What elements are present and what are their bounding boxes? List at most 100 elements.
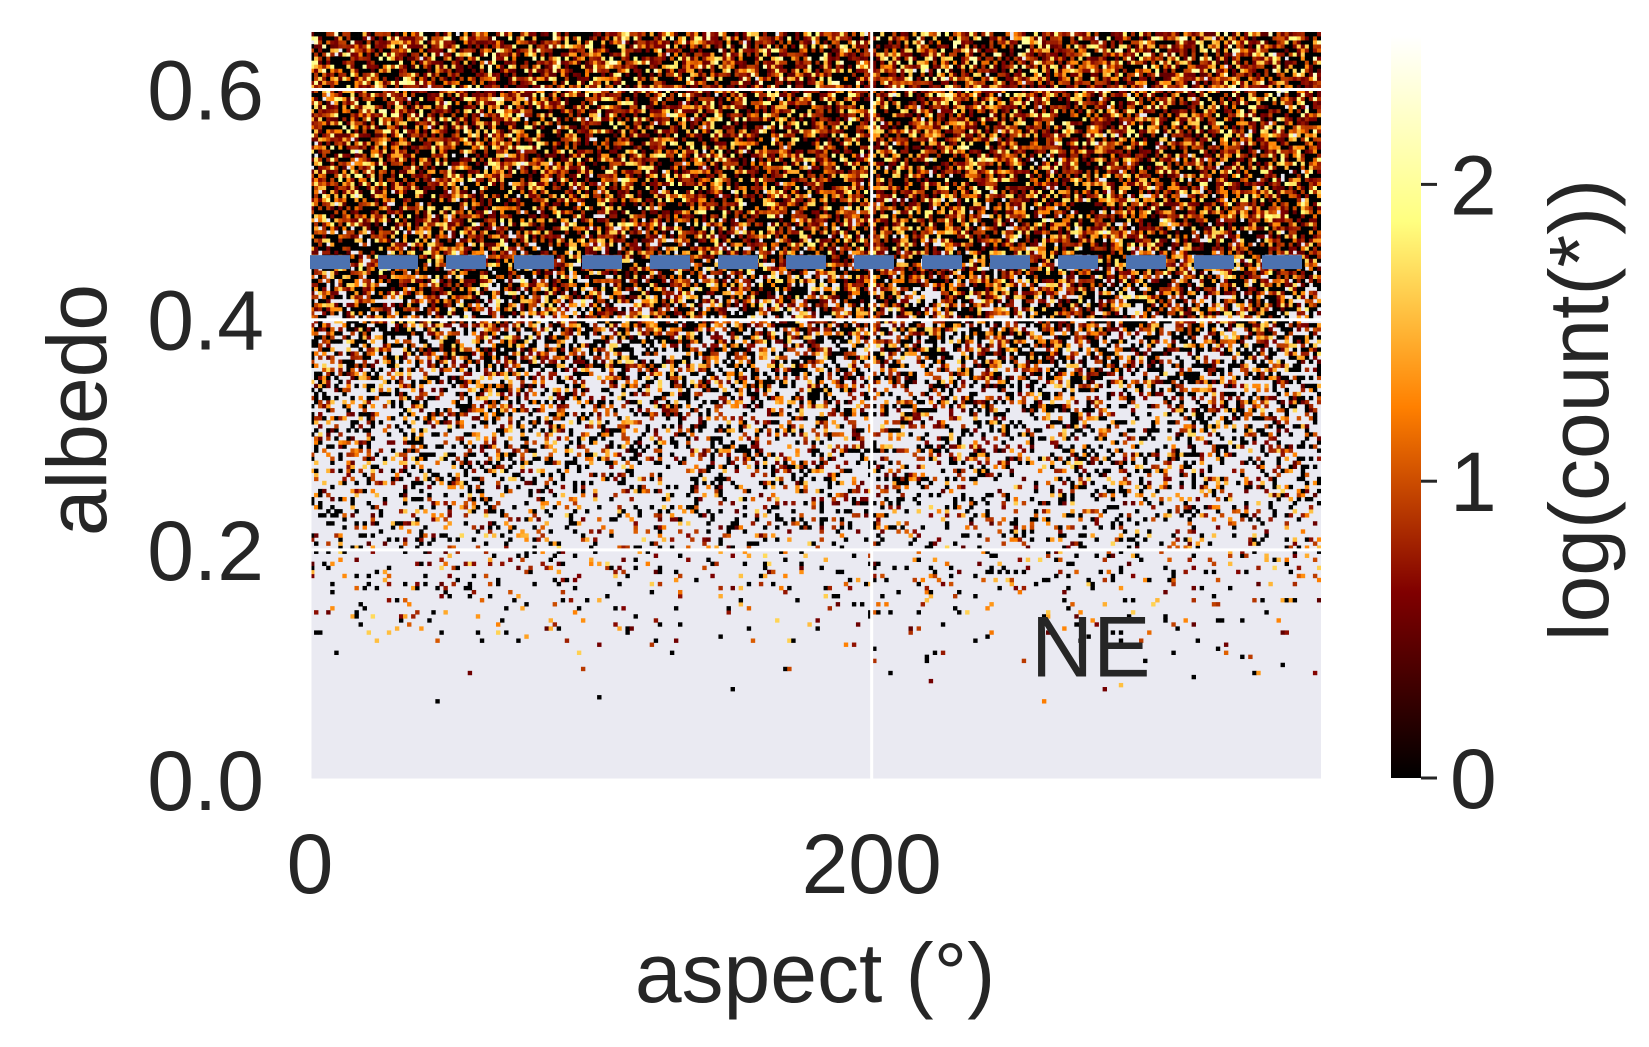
heatmap-cell bbox=[1191, 553, 1196, 558]
heatmap-cell bbox=[500, 509, 505, 514]
heatmap-cell bbox=[447, 375, 452, 381]
heatmap-cell bbox=[884, 577, 889, 583]
heatmap-cell bbox=[722, 533, 727, 538]
heatmap-cell bbox=[1191, 622, 1196, 627]
heatmap-cell bbox=[508, 391, 513, 397]
heatmap-cell bbox=[1098, 416, 1103, 421]
heatmap-cell bbox=[1223, 399, 1229, 405]
heatmap-cell bbox=[1191, 565, 1196, 571]
heatmap-cell bbox=[407, 371, 412, 377]
heatmap-cell bbox=[500, 432, 505, 437]
heatmap-cell bbox=[455, 391, 460, 397]
heatmap-cell bbox=[815, 375, 820, 381]
heatmap-cell bbox=[843, 581, 849, 587]
heatmap-cell bbox=[936, 436, 942, 441]
heatmap-cell bbox=[1001, 541, 1006, 546]
heatmap-cell bbox=[969, 464, 974, 470]
heatmap-cell bbox=[459, 505, 465, 510]
heatmap-cell bbox=[629, 517, 634, 522]
heatmap-cell bbox=[928, 456, 934, 461]
heatmap-cell bbox=[920, 408, 926, 413]
heatmap-cell bbox=[981, 371, 986, 377]
heatmap-cell bbox=[318, 383, 323, 389]
heatmap-cell bbox=[706, 557, 711, 563]
heatmap-cell bbox=[536, 517, 541, 522]
heatmap-cell bbox=[1240, 513, 1245, 518]
heatmap-cell bbox=[584, 367, 590, 372]
heatmap-cell bbox=[398, 545, 404, 550]
heatmap-cell bbox=[726, 428, 731, 433]
heatmap-cell bbox=[718, 525, 723, 530]
heatmap-cell bbox=[686, 391, 691, 397]
heatmap-cell bbox=[1094, 371, 1099, 377]
heatmap-cell bbox=[1264, 403, 1269, 409]
heatmap-cell bbox=[1086, 472, 1091, 478]
heatmap-cell bbox=[880, 428, 885, 433]
heatmap-cell bbox=[625, 363, 630, 368]
heatmap-cell bbox=[589, 420, 594, 425]
heatmap-cell bbox=[855, 448, 861, 453]
heatmap-cell bbox=[1232, 505, 1237, 510]
heatmap-cell bbox=[459, 367, 465, 372]
heatmap-cell bbox=[908, 371, 913, 377]
heatmap-cell bbox=[528, 565, 533, 571]
heatmap-cell bbox=[1211, 408, 1217, 413]
heatmap-cell bbox=[366, 452, 372, 457]
heatmap-cell bbox=[1191, 598, 1196, 603]
heatmap-cell bbox=[940, 468, 946, 474]
heatmap-cell bbox=[888, 375, 893, 381]
heatmap-cell bbox=[451, 444, 456, 449]
heatmap-cell bbox=[633, 488, 638, 494]
heatmap-cell bbox=[819, 367, 824, 372]
heatmap-cell bbox=[775, 468, 780, 474]
heatmap-cell bbox=[524, 395, 529, 401]
heatmap-cell bbox=[864, 395, 869, 401]
heatmap-cell bbox=[835, 379, 841, 385]
heatmap-cell bbox=[1021, 585, 1027, 591]
heatmap-cell bbox=[944, 440, 950, 445]
heatmap-cell bbox=[880, 529, 885, 534]
heatmap-cell bbox=[819, 464, 824, 470]
heatmap-cell bbox=[463, 408, 469, 413]
heatmap-cell bbox=[1167, 452, 1172, 457]
heatmap-cell bbox=[799, 408, 804, 413]
heatmap-cell bbox=[536, 399, 541, 405]
heatmap-cell bbox=[617, 363, 622, 368]
heatmap-cell bbox=[1183, 452, 1188, 457]
heatmap-cell bbox=[1308, 537, 1314, 542]
heatmap-cell bbox=[872, 387, 877, 393]
heatmap-cell bbox=[564, 403, 570, 409]
heatmap-cell bbox=[548, 412, 553, 417]
heatmap-cell bbox=[779, 424, 784, 429]
heatmap-cell bbox=[358, 395, 363, 401]
heatmap-cell bbox=[1054, 391, 1059, 397]
heatmap-cell bbox=[904, 565, 909, 571]
heatmap-cell bbox=[722, 391, 727, 397]
heatmap-cell bbox=[750, 496, 756, 502]
heatmap-cell bbox=[556, 395, 562, 401]
heatmap-cell bbox=[1082, 444, 1087, 449]
heatmap-cell bbox=[1139, 464, 1144, 470]
heatmap-cell bbox=[1134, 468, 1140, 474]
heatmap-cell bbox=[653, 488, 659, 494]
heatmap-cell bbox=[1122, 460, 1128, 465]
heatmap-cell bbox=[1227, 452, 1233, 457]
heatmap-cell bbox=[1312, 480, 1318, 486]
heatmap-cell bbox=[516, 420, 521, 425]
heatmap-cell bbox=[1179, 412, 1184, 417]
heatmap-cell bbox=[318, 412, 323, 417]
heatmap-cell bbox=[508, 420, 513, 425]
heatmap-cell bbox=[1122, 420, 1128, 425]
heatmap-cell bbox=[621, 391, 626, 397]
heatmap-cell bbox=[322, 488, 327, 494]
heatmap-cell bbox=[924, 412, 930, 417]
heatmap-cell bbox=[1070, 509, 1075, 514]
heatmap-cell bbox=[1227, 371, 1233, 377]
heatmap-cell bbox=[775, 618, 780, 623]
heatmap-cell bbox=[572, 484, 578, 490]
heatmap-cell bbox=[1292, 403, 1298, 409]
heatmap-cell bbox=[1195, 452, 1201, 457]
heatmap-cell bbox=[350, 399, 355, 405]
heatmap-cell bbox=[738, 416, 744, 421]
heatmap-cell bbox=[1296, 379, 1302, 385]
